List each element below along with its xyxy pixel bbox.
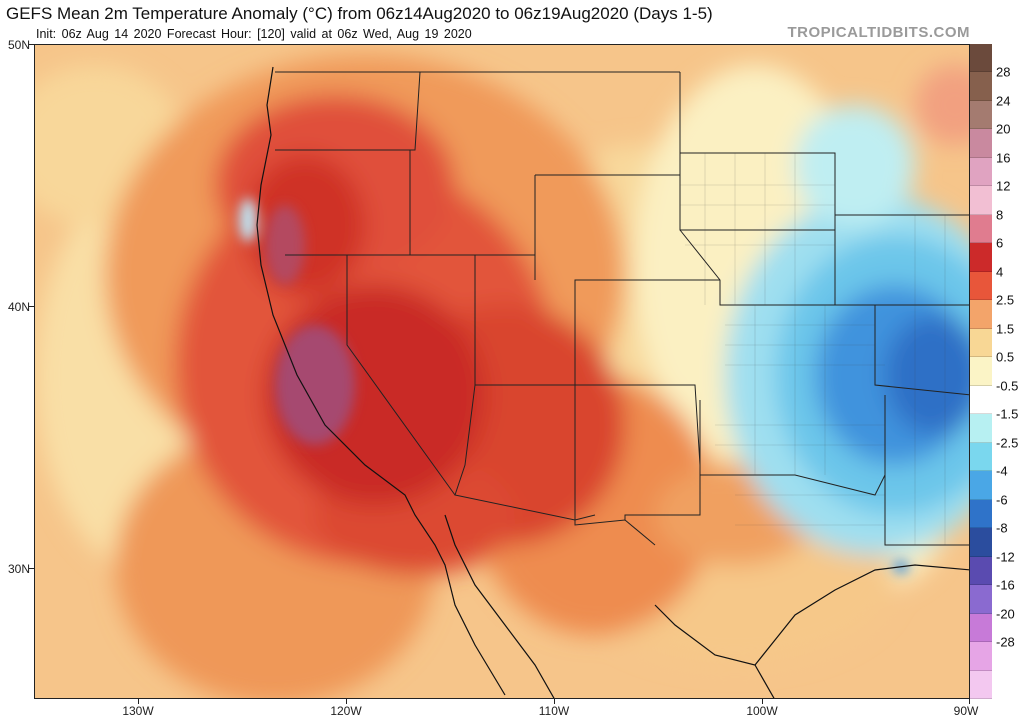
lon-tick	[346, 699, 347, 704]
lon-label-120w: 120W	[330, 704, 362, 718]
colorbar-label: 20	[996, 121, 1011, 137]
colorbar-swatch	[970, 129, 992, 158]
brand-watermark: TROPICALTIDBITS.COM	[787, 24, 970, 41]
colorbar-swatch	[970, 271, 992, 301]
colorbar-label: 28	[996, 64, 1011, 80]
colorbar-swatch	[970, 72, 992, 101]
colorbar-label: -0.5	[996, 378, 1019, 394]
colorbar-swatch	[970, 528, 992, 557]
colorbar-swatch	[970, 556, 992, 586]
colorbar-swatch	[970, 243, 992, 272]
colorbar-swatch	[970, 44, 992, 73]
county-lines	[680, 153, 946, 545]
state-borders	[275, 71, 969, 546]
lon-label-90w: 90W	[953, 704, 979, 718]
colorbar-swatch	[970, 414, 992, 443]
colorbar-legend: 28 24 20 16 12 8 6 4 2.5 1.5 0.5 -0.5 -1.5 -2.5 -4 -6 -8…	[970, 44, 1024, 699]
colorbar-swatch	[970, 385, 992, 415]
lat-label-40n: 40N	[7, 300, 30, 314]
colorbar-swatch	[970, 613, 992, 643]
colorbar-swatch	[970, 300, 992, 329]
colorbar-swatch	[970, 100, 992, 130]
colorbar-label: -4	[996, 463, 1008, 479]
colorbar-label: 0.5	[996, 349, 1015, 365]
lon-label-110w: 110W	[538, 704, 570, 718]
colorbar-swatch	[970, 157, 992, 187]
colorbar-swatch	[970, 357, 992, 386]
colorbar-swatch	[970, 328, 992, 358]
anomaly-map	[34, 44, 970, 699]
colorbar-label: -8	[996, 520, 1008, 536]
lon-label-130w: 130W	[122, 704, 154, 718]
colorbar-swatch	[970, 471, 992, 500]
colorbar-swatch	[970, 214, 992, 244]
colorbar-label: -16	[996, 577, 1015, 593]
coastline	[256, 66, 969, 698]
lat-tick	[29, 306, 34, 307]
colorbar-label: 2.5	[996, 292, 1015, 308]
colorbar-label: 4	[996, 264, 1004, 280]
colorbar-label: 1.5	[996, 321, 1015, 337]
anomaly-map-canvas	[35, 45, 969, 698]
colorbar-label: -2.5	[996, 435, 1019, 451]
colorbar-swatch	[970, 670, 992, 699]
colorbar-label: 8	[996, 207, 1004, 223]
colorbar-label: -1.5	[996, 406, 1019, 422]
colorbar-swatch	[970, 186, 992, 215]
lat-label-50n: 50N	[7, 38, 30, 52]
colorbar-label: -20	[996, 606, 1015, 622]
map-subtitle: Init: 06z Aug 14 2020 Forecast Hour: [12…	[36, 27, 472, 41]
colorbar-label: 24	[996, 93, 1011, 109]
colorbar-label: 12	[996, 178, 1011, 194]
colorbar-label: -12	[996, 549, 1015, 565]
colorbar-swatch	[970, 442, 992, 472]
colorbar-label: 6	[996, 235, 1004, 251]
lon-tick	[762, 699, 763, 704]
map-title: GEFS Mean 2m Temperature Anomaly (°C) fr…	[6, 4, 713, 23]
lon-label-100w: 100W	[746, 704, 778, 718]
lat-tick	[29, 44, 34, 45]
colorbar-label: -28	[996, 634, 1015, 650]
lat-tick	[29, 568, 34, 569]
anomaly-fill-layer	[35, 55, 969, 698]
lon-tick	[969, 699, 970, 704]
colorbar-label: 16	[996, 150, 1011, 166]
colorbar-label: -6	[996, 492, 1008, 508]
colorbar-swatch	[970, 642, 992, 671]
colorbar-swatch	[970, 499, 992, 529]
lat-label-30n: 30N	[7, 562, 30, 576]
colorbar-swatch	[970, 585, 992, 614]
lon-tick	[138, 699, 139, 704]
lon-tick	[554, 699, 555, 704]
